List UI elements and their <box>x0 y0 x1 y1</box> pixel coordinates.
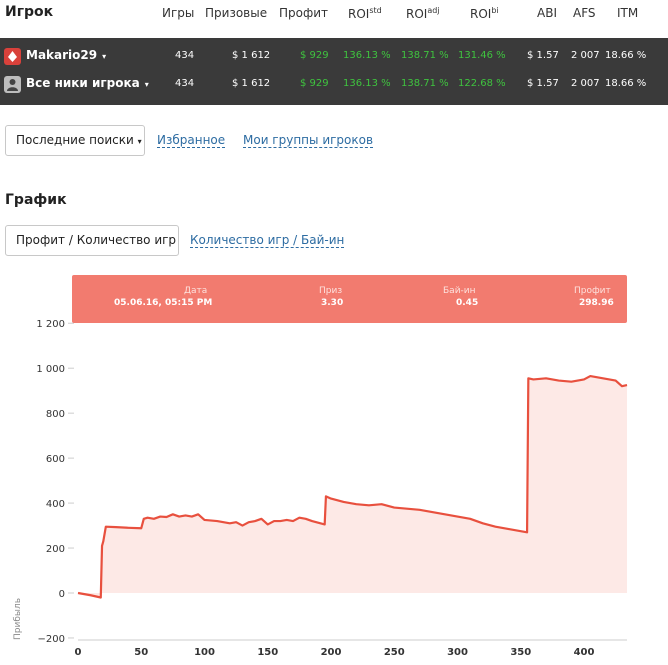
prize-column-header[interactable]: Призовые <box>205 6 268 20</box>
stats-header: Игрок Игры Призовые Профит ROIstd ROIadj… <box>0 0 668 38</box>
roi-std-column-header[interactable]: ROIstd <box>348 6 382 21</box>
y-tick-label: 200 <box>46 544 65 555</box>
itm-value: 18.66 % <box>605 78 647 89</box>
x-tick-label: 250 <box>384 647 405 658</box>
chevron-down-icon: ▾ <box>137 137 142 146</box>
games-value: 434 <box>175 50 195 61</box>
roi-adj-column-header[interactable]: ROIadj <box>406 6 440 21</box>
x-tick-label: 350 <box>510 647 531 658</box>
abi-column-header[interactable]: ABI <box>537 6 557 20</box>
profit-value: $ 929 <box>300 50 329 61</box>
y-tick-label: 400 <box>46 499 65 510</box>
y-tick-label: −200 <box>38 634 65 645</box>
tooltip-buyin-value: 0.45 <box>456 298 479 308</box>
roi-std-value: 136.13 % <box>343 78 391 89</box>
prize-value: $ 1 612 <box>232 78 271 89</box>
y-axis-label: Прибыль <box>13 598 23 640</box>
recent-searches-dropdown[interactable]: Последние поиски ▾ <box>5 125 145 156</box>
itm-value: 18.66 % <box>605 50 647 61</box>
graph-title: График <box>5 192 67 208</box>
stats-table: Makario29 ▾ 434 $ 1 612 $ 929 136.13 % 13… <box>0 38 668 105</box>
tooltip-date-value: 05.06.16, 05:15 PM <box>114 298 213 308</box>
games-column-header[interactable]: Игры <box>162 6 195 20</box>
x-tick-label: 0 <box>75 647 82 658</box>
tooltip-prize-label: Приз <box>319 286 343 296</box>
x-tick-label: 150 <box>257 647 278 658</box>
y-tick-label: 600 <box>46 454 65 465</box>
y-tick-label: 1 200 <box>36 319 65 330</box>
profit-value: $ 929 <box>300 78 329 89</box>
player-column-header: Игрок <box>5 4 54 20</box>
x-tick-label: 100 <box>194 647 215 658</box>
afs-column-header[interactable]: AFS <box>573 6 596 20</box>
tooltip-profit-value: 298.96 <box>579 298 614 308</box>
chevron-down-icon: ▾ <box>144 80 149 89</box>
all-nicks-dropdown[interactable]: Все ники игрока ▾ <box>26 76 149 90</box>
abi-value: $ 1.57 <box>527 78 559 89</box>
roi-bi-column-header[interactable]: ROIbi <box>470 6 499 21</box>
prize-value: $ 1 612 <box>232 50 271 61</box>
x-tick-label: 400 <box>574 647 595 658</box>
player-groups-link[interactable]: Мои группы игроков <box>243 133 374 148</box>
itm-column-header[interactable]: ITM <box>617 6 639 20</box>
tab-profit-games[interactable]: Профит / Количество игр <box>5 225 179 256</box>
y-tick-label: 1 000 <box>36 364 65 375</box>
profit-area <box>78 376 628 598</box>
roi-adj-value: 138.71 % <box>401 78 449 89</box>
tooltip-buyin-label: Бай-ин <box>443 286 476 296</box>
roi-std-value: 136.13 % <box>343 50 391 61</box>
all-nicks-row: Все ники игрока ▾ 434 $ 1 612 $ 929 136.1… <box>0 71 668 99</box>
favorites-link[interactable]: Избранное <box>157 133 226 148</box>
x-tick-label: 300 <box>447 647 468 658</box>
tooltip-date-label: Дата <box>184 286 208 296</box>
player-name-dropdown[interactable]: Makario29 ▾ <box>26 48 107 62</box>
afs-value: 2 007 <box>571 78 600 89</box>
player-row: Makario29 ▾ 434 $ 1 612 $ 929 136.13 % 13… <box>0 43 668 71</box>
tab-games-buyin[interactable]: Количество игр / Бай-ин <box>190 233 345 248</box>
y-tick-label: 800 <box>46 409 65 420</box>
tooltip-prize-value: 3.30 <box>321 298 344 308</box>
roi-adj-value: 138.71 % <box>401 50 449 61</box>
profit-line <box>77 374 628 599</box>
chevron-down-icon: ▾ <box>102 52 107 61</box>
y-tick-label: 0 <box>59 589 65 600</box>
profit-column-header[interactable]: Профит <box>279 6 329 20</box>
games-value: 434 <box>175 78 195 89</box>
tooltip-profit-label: Профит <box>574 286 611 296</box>
poker-site-icon <box>4 48 21 65</box>
roi-bi-value: 131.46 % <box>458 50 506 61</box>
roi-bi-value: 122.68 % <box>458 78 506 89</box>
x-tick-label: 200 <box>321 647 342 658</box>
afs-value: 2 007 <box>571 50 600 61</box>
group-users-icon <box>4 76 21 93</box>
abi-value: $ 1.57 <box>527 50 559 61</box>
chart-tooltip: Дата 05.06.16, 05:15 PM Приз 3.30 Бай-ин… <box>72 275 627 323</box>
x-tick-label: 50 <box>134 647 148 658</box>
